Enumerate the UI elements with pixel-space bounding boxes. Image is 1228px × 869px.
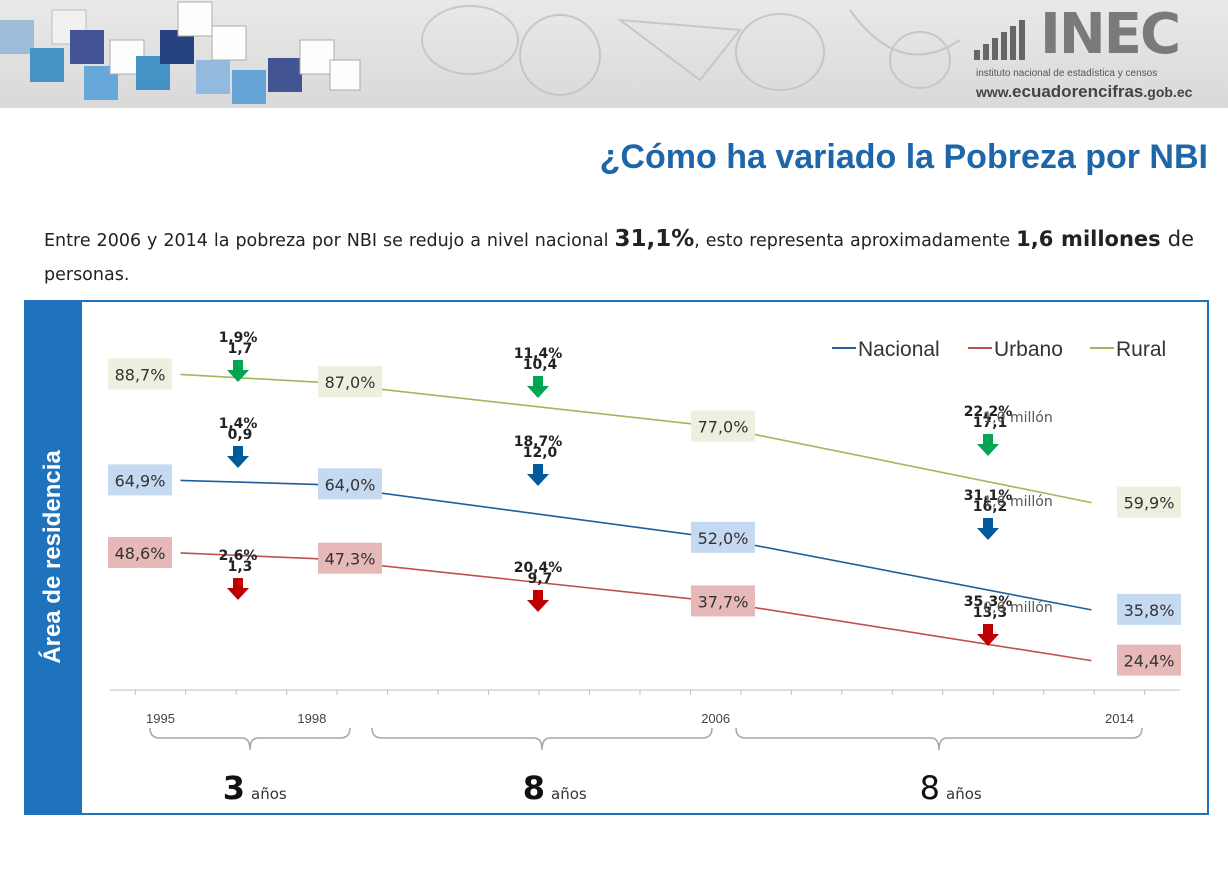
period-brace [371, 727, 713, 751]
down-arrow-icon [977, 518, 999, 540]
change-pct-label: 20,4% [514, 560, 563, 576]
data-label: 88,7% [115, 365, 166, 384]
period-number: 3 [223, 769, 245, 807]
data-label-box [318, 468, 382, 500]
down-arrow-icon [227, 360, 249, 382]
change-pct-label: 22,2% [964, 404, 1013, 420]
data-label: 59,9% [1124, 494, 1175, 513]
period-unit: años [946, 785, 982, 803]
change-pct-label: 35,3% [964, 594, 1013, 610]
page-title: ¿Cómo ha variado la Pobreza por NBI [599, 138, 1208, 176]
down-arrow-icon [977, 434, 999, 456]
legend-label-urbano: Urbano [994, 338, 1063, 361]
data-label: 87,0% [325, 373, 376, 392]
change-people-label: 0,6 millón [983, 600, 1052, 616]
period-number: 8 [523, 769, 545, 807]
change-value-label: 1,3 [228, 559, 253, 575]
data-label-box [691, 585, 755, 617]
change-pct-label: 18,7% [514, 434, 563, 450]
decorative-cubes [0, 1, 961, 104]
period-unit: años [251, 785, 287, 803]
change-pct-label: 1,4% [219, 416, 258, 432]
intro-paragraph: Entre 2006 y 2014 la pobreza por NBI se … [44, 226, 1194, 285]
change-pct-label: 1,9% [219, 330, 258, 346]
x-tick-label: 2006 [701, 711, 730, 726]
data-label-box [1117, 593, 1181, 625]
change-value-label: 16,2 [973, 499, 1008, 515]
data-label-box [1117, 486, 1181, 518]
data-label: 64,9% [115, 471, 166, 490]
data-label: 47,3% [325, 550, 376, 569]
down-arrow-icon [227, 578, 249, 600]
data-label: 35,8% [1124, 601, 1175, 620]
data-label: 52,0% [698, 529, 749, 548]
inec-logo: INEC instituto nacional de estadística y… [974, 2, 1214, 101]
series-line-rural [180, 373, 1092, 504]
change-value-label: 17,1 [973, 415, 1008, 431]
series-line-nacional [180, 479, 1092, 611]
logo-text: INEC [1040, 2, 1181, 67]
down-arrow-icon [227, 446, 249, 468]
data-label-box [691, 410, 755, 442]
legend-label-nacional: Nacional [858, 338, 940, 361]
down-arrow-icon [527, 464, 549, 486]
legend-label-rural: Rural [1116, 338, 1166, 361]
down-arrow-icon [977, 624, 999, 646]
change-value-label: 1,7 [228, 341, 253, 357]
period-brace [149, 727, 351, 751]
change-pct-label: 2,6% [219, 548, 258, 564]
change-pct-label: 11,4% [514, 346, 563, 362]
change-value-label: 12,0 [523, 445, 558, 461]
logo-subtitle: instituto nacional de estadística y cens… [976, 68, 1158, 79]
data-label: 64,0% [325, 475, 376, 494]
change-value-label: 0,9 [228, 427, 253, 443]
down-arrow-icon [527, 590, 549, 612]
header-banner: INEC instituto nacional de estadística y… [0, 0, 1228, 108]
period-unit: años [551, 785, 587, 803]
data-label-box [318, 366, 382, 398]
x-tick-label: 1995 [146, 711, 175, 726]
data-label-box [108, 358, 172, 390]
logo-bars-icon [974, 20, 1025, 60]
change-people-label: 1,0 millón [983, 410, 1052, 426]
data-label-box [1117, 644, 1181, 676]
change-pct-label: 31,1% [964, 488, 1013, 504]
intro-pct: 31,1% [614, 226, 695, 252]
x-tick-label: 1998 [297, 711, 326, 726]
data-label-box [318, 542, 382, 574]
change-value-label: 10,4 [523, 357, 558, 373]
change-value-label: 9,7 [528, 571, 553, 587]
series-line-urbano [180, 552, 1092, 662]
period-brace [735, 727, 1143, 751]
data-label: 24,4% [1124, 652, 1175, 671]
data-label: 48,6% [115, 544, 166, 563]
data-label-box [108, 536, 172, 568]
intro-amount: 1,6 millones [1016, 227, 1161, 251]
change-value-label: 13,3 [973, 605, 1008, 621]
down-arrow-icon [527, 376, 549, 398]
data-label-box [108, 464, 172, 496]
period-number: 8 [920, 769, 940, 807]
data-label-box [691, 521, 755, 553]
change-people-label: 1,6 millón [983, 494, 1052, 510]
logo-url: www.ecuadorencifras.gob.ec [976, 82, 1193, 101]
data-label: 37,7% [698, 592, 749, 611]
data-label: 77,0% [698, 418, 749, 437]
x-tick-label: 2014 [1105, 711, 1134, 726]
side-bar [24, 300, 82, 815]
